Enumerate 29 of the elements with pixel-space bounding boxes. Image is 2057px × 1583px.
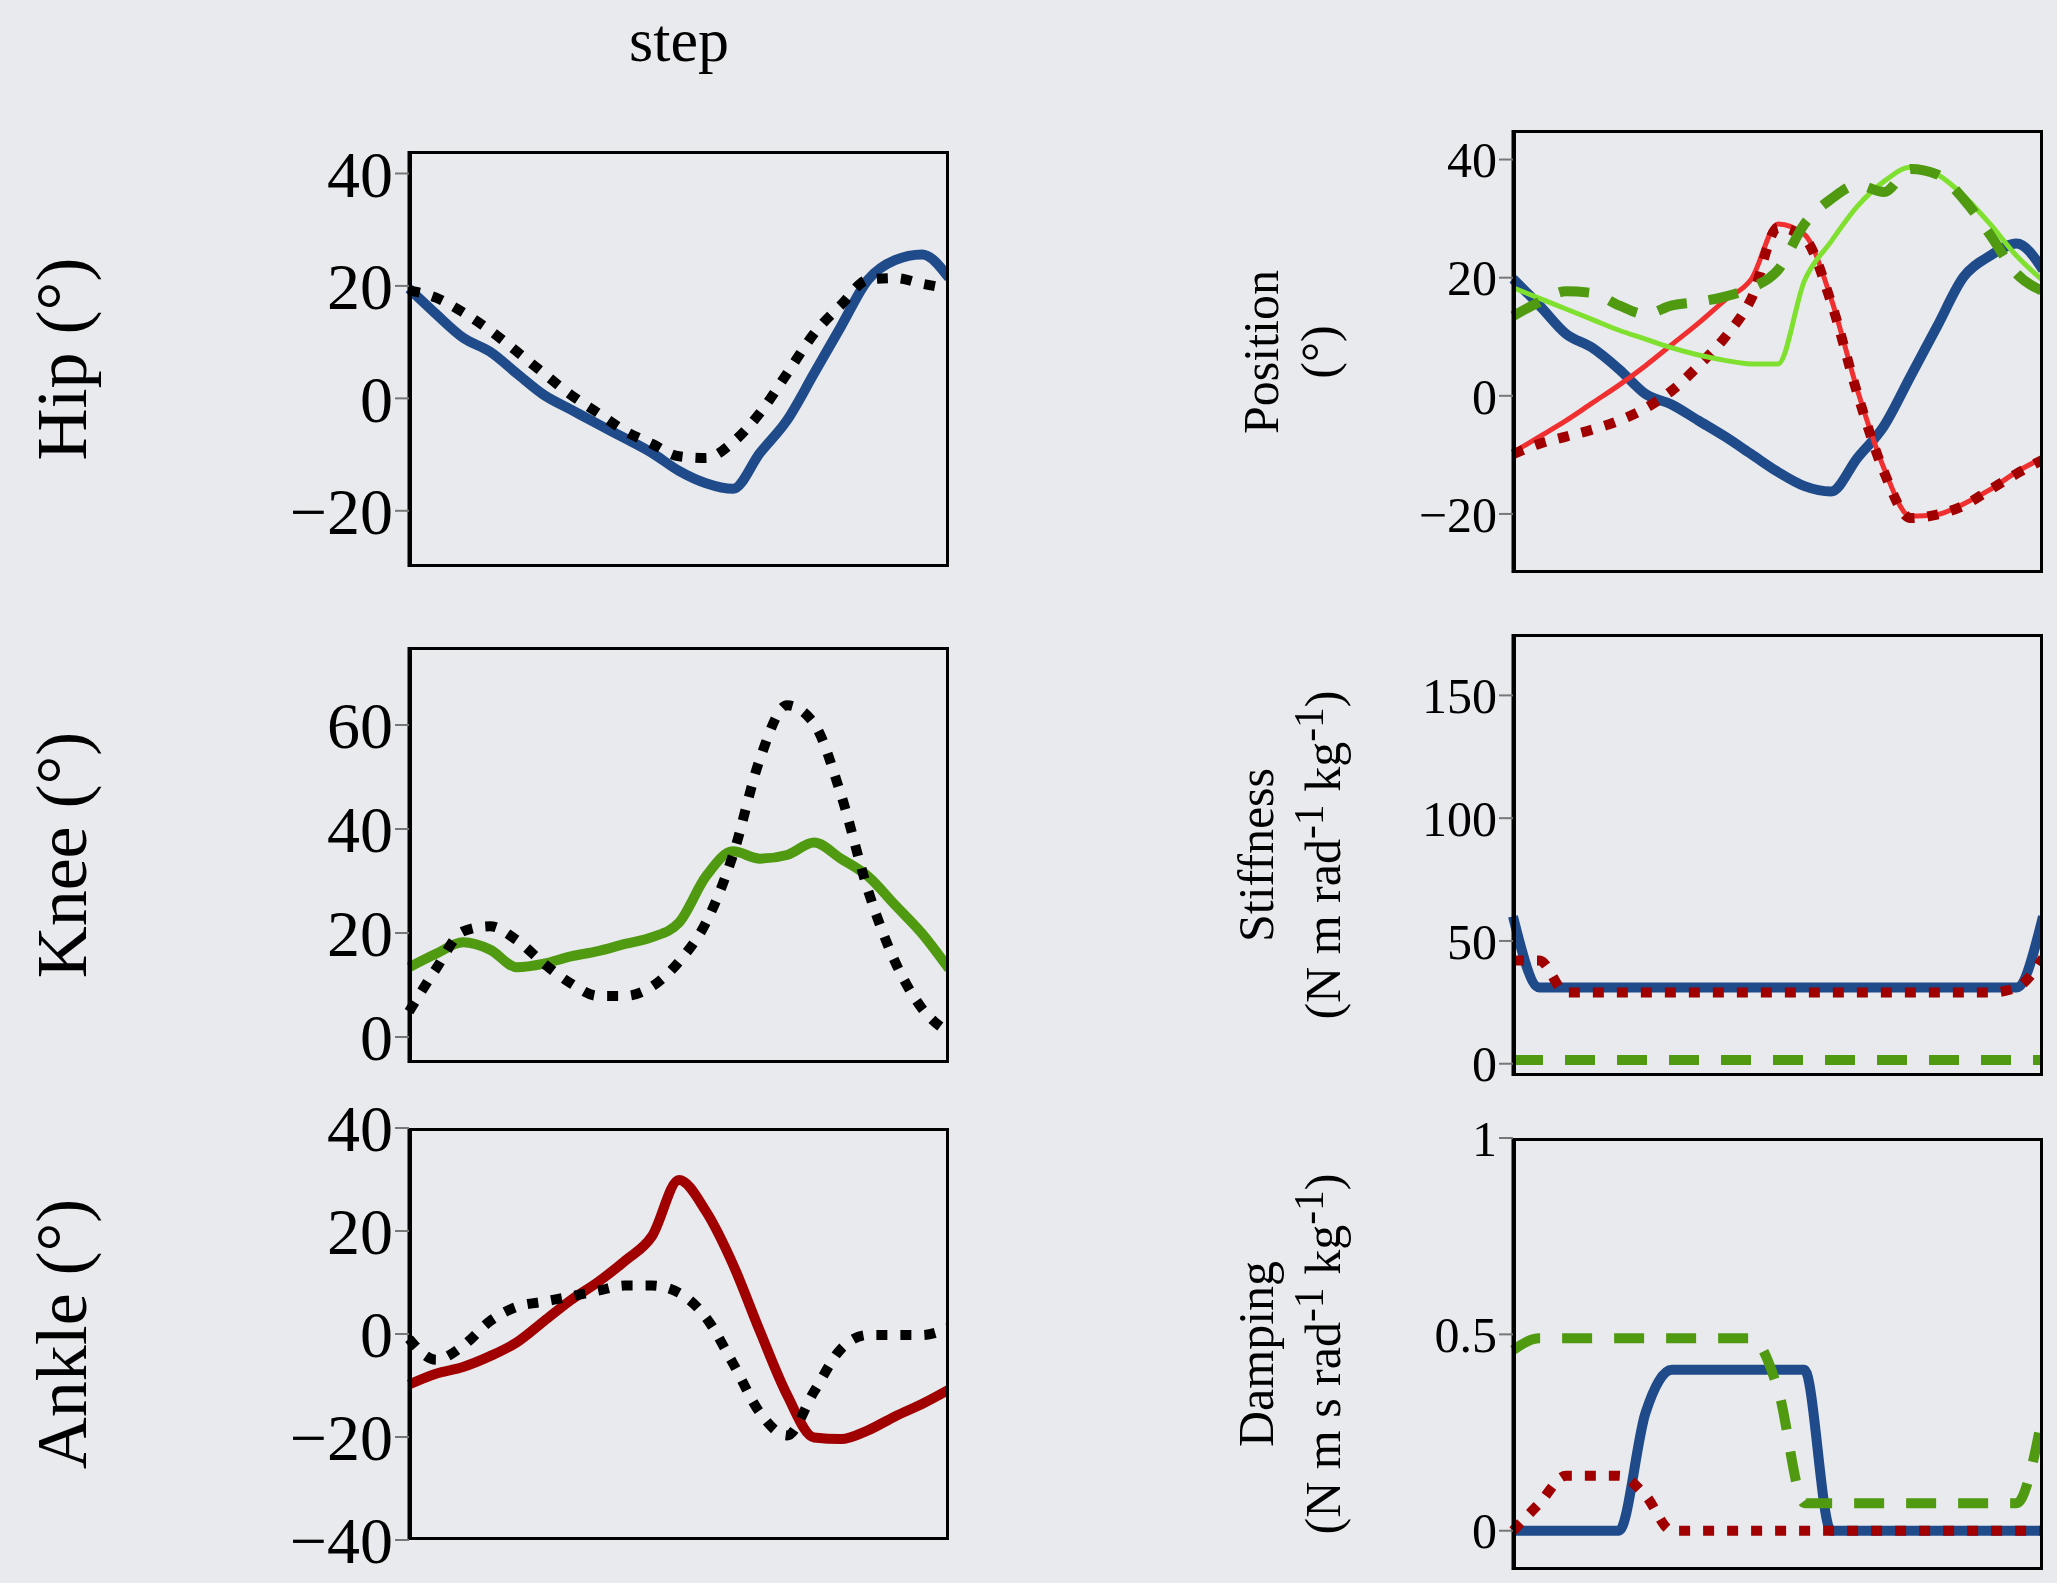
- y-tick-label: 0: [1472, 1503, 1497, 1560]
- y-tick-label: −20: [289, 475, 393, 549]
- y-tick-label: 1: [1472, 1110, 1497, 1167]
- y-tick-label: 0: [360, 1298, 393, 1372]
- y-tick-label: 20: [1447, 250, 1497, 307]
- y-tick-label: 0: [1472, 1036, 1497, 1093]
- y-tick-label: 100: [1422, 790, 1497, 847]
- y-tick-label: 0.5: [1434, 1307, 1497, 1364]
- y-tick-label: 60: [327, 689, 393, 763]
- y-axis-title: Ankle (°): [20, 1198, 103, 1470]
- y-tick-label: 40: [1447, 132, 1497, 189]
- y-tick-label: 150: [1422, 668, 1497, 725]
- y-axis-title: Knee (°): [20, 731, 103, 979]
- y-tick-label: 20: [327, 250, 393, 324]
- y-tick-label: 0: [1472, 368, 1497, 425]
- y-tick-label: 0: [360, 362, 393, 436]
- y-tick-label: −40: [289, 1504, 393, 1578]
- chart-title: step: [628, 5, 730, 76]
- y-axis-title: Position (°): [1232, 269, 1348, 434]
- y-tick-label: 40: [327, 137, 393, 211]
- y-axis-title: Hip (°): [20, 257, 103, 461]
- y-tick-label: 50: [1447, 913, 1497, 970]
- y-tick-label: 40: [327, 793, 393, 867]
- y-tick-label: 40: [327, 1092, 393, 1166]
- y-tick-label: −20: [1418, 486, 1497, 543]
- y-tick-label: 20: [327, 1195, 393, 1269]
- y-tick-label: −20: [289, 1401, 393, 1475]
- y-tick-label: 20: [327, 897, 393, 971]
- y-tick-label: 0: [360, 1001, 393, 1075]
